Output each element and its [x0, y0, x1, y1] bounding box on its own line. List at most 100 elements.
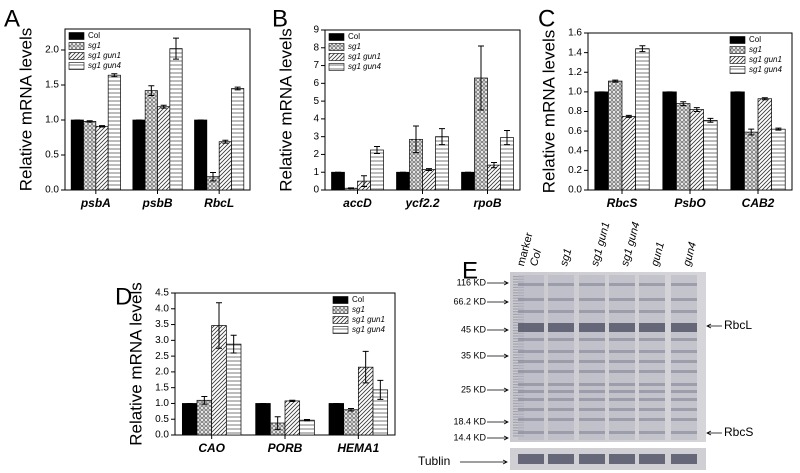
protein-band	[639, 408, 665, 411]
y-tick-label: 3.0	[155, 335, 169, 346]
bar	[107, 74, 121, 191]
bar	[83, 121, 97, 191]
protein-band	[639, 418, 665, 421]
error-bar	[612, 79, 619, 83]
lane-label: gun1	[649, 241, 667, 268]
protein-band	[639, 350, 665, 353]
size-arrow	[487, 299, 509, 305]
legend-label: sg1 gun4	[749, 65, 782, 74]
legend-label: sg1 gun1	[352, 315, 385, 324]
protein-band	[579, 398, 605, 401]
protein-band	[579, 338, 605, 341]
size-arrow	[487, 419, 509, 425]
y-tick-label: 1	[313, 167, 319, 178]
protein-band	[609, 398, 635, 401]
size-arrow	[487, 327, 509, 333]
lane	[671, 275, 697, 440]
legend-label: sg1	[88, 41, 101, 50]
y-tick-label: 1.5	[155, 382, 169, 393]
error-bar	[775, 127, 782, 131]
protein-band	[548, 360, 574, 363]
protein-band	[518, 431, 544, 434]
bar	[621, 116, 636, 191]
legend-swatch	[332, 316, 349, 324]
error-bar	[707, 117, 714, 123]
error-bar	[413, 125, 419, 154]
panel-label: E	[462, 257, 478, 284]
y-tick-label: 0.4	[568, 145, 582, 156]
legend-swatch	[68, 52, 85, 60]
protein-band	[579, 310, 605, 313]
protein-band	[671, 390, 697, 393]
protein-band	[609, 323, 635, 332]
protein-band	[548, 408, 574, 411]
protein-band	[609, 350, 635, 353]
error-bar	[222, 139, 229, 144]
protein-band	[579, 350, 605, 353]
error-bar	[234, 86, 241, 91]
protein-band	[671, 383, 697, 386]
protein-band	[639, 383, 665, 386]
bar	[771, 128, 786, 191]
protein-band	[579, 323, 605, 332]
protein-band	[548, 283, 574, 286]
bar	[608, 80, 623, 191]
y-tick-label: 1.0	[45, 115, 59, 126]
bar	[196, 399, 213, 436]
bar	[225, 343, 242, 436]
size-label: 66.2 KD	[453, 296, 486, 306]
error-bar	[491, 161, 497, 169]
bar	[703, 119, 718, 191]
bar	[95, 125, 109, 191]
y-tick-label: 1.5	[45, 80, 59, 91]
legend-swatch	[328, 43, 345, 51]
protein-band	[639, 283, 665, 286]
protein-band	[518, 310, 544, 313]
legend-swatch	[332, 296, 349, 304]
bar	[218, 141, 232, 191]
protein-band	[609, 360, 635, 363]
protein-band	[579, 360, 605, 363]
protein-band	[548, 431, 574, 434]
bar	[144, 90, 158, 191]
y-tick-label: 0.5	[155, 414, 169, 425]
bar	[370, 149, 384, 191]
legend-label: Col	[348, 32, 360, 41]
protein-band	[579, 370, 605, 373]
protein-band	[639, 323, 665, 332]
y-tick-label: 1.0	[155, 398, 169, 409]
legend-label: sg1	[749, 45, 762, 54]
protein-band	[548, 390, 574, 393]
protein-band	[639, 310, 665, 313]
x-tick-label: PORB	[268, 441, 303, 455]
bar	[676, 103, 691, 191]
tubulin-band	[579, 454, 605, 464]
legend-swatch	[328, 53, 345, 61]
legend-label: sg1	[352, 305, 365, 314]
protein-band	[579, 298, 605, 301]
error-bar	[99, 125, 105, 128]
y-tick-label: 7	[313, 60, 319, 71]
protein-band	[548, 350, 574, 353]
bar	[396, 171, 410, 191]
protein-band	[671, 408, 697, 411]
size-label: 35 KD	[461, 350, 487, 360]
protein-band	[639, 298, 665, 301]
legend-label: Col	[352, 295, 364, 304]
bar	[500, 137, 514, 191]
x-tick-label: psbB	[142, 196, 173, 210]
y-tick-label: 1.2	[568, 67, 582, 78]
lane	[639, 275, 665, 440]
protein-band	[639, 398, 665, 401]
legend-label: sg1	[348, 42, 361, 51]
panel-label: B	[272, 5, 288, 32]
protein-band	[518, 323, 544, 332]
protein-band	[548, 338, 574, 341]
y-tick-label: 0	[313, 185, 319, 196]
protein-band	[671, 431, 697, 434]
error-bar	[348, 187, 354, 190]
protein-band	[518, 370, 544, 373]
protein-band	[609, 383, 635, 386]
legend-swatch	[68, 42, 85, 50]
